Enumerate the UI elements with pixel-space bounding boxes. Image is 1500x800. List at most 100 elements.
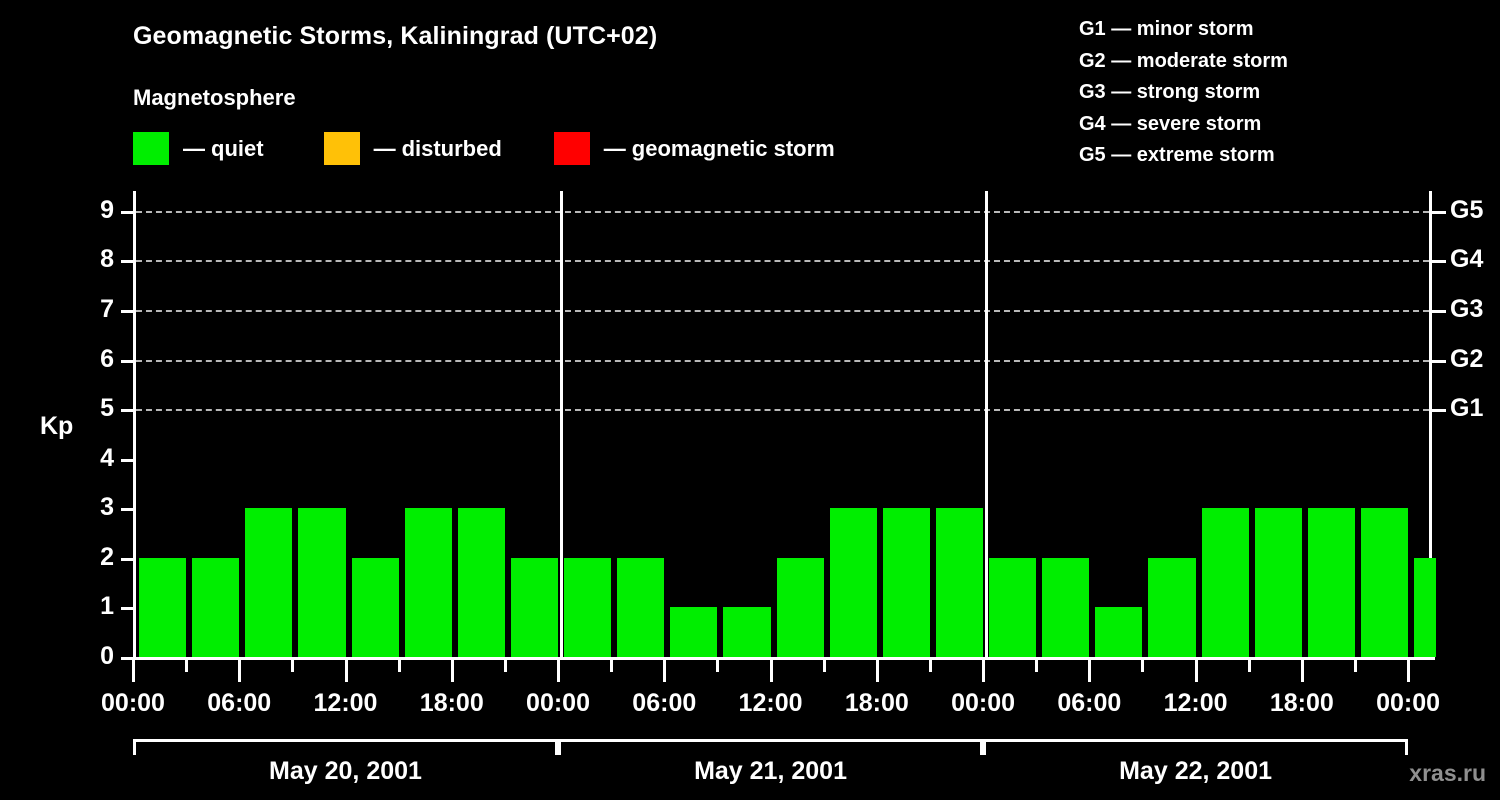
bar: [1201, 508, 1249, 657]
gridline-kp-5: [136, 409, 1429, 412]
y-tick-label-5: 5: [100, 394, 114, 423]
gscale-key-row-g3: G3 — strong storm: [1079, 81, 1261, 103]
x-tick-minor: [291, 660, 295, 672]
x-tick-major: [344, 660, 348, 682]
x-tick-major: [875, 660, 879, 682]
legend-dash: —: [603, 135, 626, 161]
legend-dash: —: [373, 135, 396, 161]
bar: [139, 557, 187, 657]
x-tick-label: 06:00: [1057, 689, 1122, 717]
g-tick-label-G3: G3: [1450, 294, 1484, 323]
g-tick-mark-G4: [1432, 260, 1446, 264]
g-tick-mark-G2: [1432, 359, 1446, 363]
y-tick-label-0: 0: [100, 642, 114, 670]
legend-label-quiet: quiet: [211, 135, 264, 161]
x-tick-minor: [822, 660, 826, 672]
y-tick-label-7: 7: [100, 294, 114, 323]
x-tick-label: 18:00: [844, 689, 909, 717]
x-tick-major: [132, 660, 135, 682]
g-tick-label-G4: G4: [1450, 245, 1484, 274]
legend-label-disturbed: disturbed: [401, 135, 502, 161]
gscale-key-row-g2: G2 — moderate storm: [1079, 49, 1288, 72]
bar: [351, 557, 399, 657]
y-tick-label-6: 6: [100, 344, 114, 373]
chart-title: Geomagnetic Storms, Kaliningrad (UTC+02): [133, 22, 658, 50]
x-tick-label: 00:00: [101, 689, 165, 717]
bar: [617, 557, 665, 657]
y-tick-mark-6: [121, 359, 134, 363]
legend-dash: —: [183, 135, 205, 161]
y-axis-title: Kp: [40, 412, 74, 440]
gridline-kp-7: [136, 309, 1429, 312]
y-tick-label-4: 4: [100, 443, 114, 472]
g-tick-label-G5: G5: [1450, 195, 1484, 224]
x-axis-line: [133, 657, 1435, 660]
x-tick-major: [1194, 660, 1198, 682]
y-tick-mark-2: [121, 557, 134, 561]
magnetosphere-legend: — quiet — disturbed — geomagnetic storm: [133, 132, 835, 165]
x-tick-major: [1300, 660, 1304, 682]
date-label: May 22, 2001: [1119, 757, 1273, 785]
x-tick-label: 00:00: [1376, 689, 1441, 717]
amber-square-swatch: [323, 132, 360, 165]
x-tick-major: [450, 660, 454, 682]
x-tick-major: [769, 660, 773, 682]
x-tick-label: 12:00: [738, 689, 803, 717]
x-tick-minor: [1035, 660, 1039, 672]
g-tick-label-G1: G1: [1450, 394, 1484, 423]
y-tick-mark-8: [121, 260, 134, 264]
gridline-kp-6: [136, 359, 1429, 362]
bar: [1360, 508, 1409, 657]
g-tick-mark-G5: [1432, 210, 1446, 214]
plot-inner: [136, 191, 1437, 657]
legend-entry-geomagnetic-storm: — geomagnetic storm: [553, 132, 835, 165]
bar: [510, 557, 559, 657]
y-tick-mark-1: [121, 607, 134, 611]
bar: [1414, 557, 1437, 657]
bar: [1042, 557, 1090, 657]
bar: [776, 557, 824, 657]
x-tick-major: [982, 660, 986, 682]
x-tick-major: [1407, 660, 1411, 682]
x-tick-label: 12:00: [313, 689, 378, 717]
y-tick-mark-4: [121, 458, 134, 462]
day-separator: [560, 191, 564, 657]
x-tick-minor: [928, 660, 932, 672]
x-tick-major: [238, 660, 242, 682]
x-tick-label: 06:00: [632, 689, 697, 717]
y-tick-mark-7: [121, 309, 134, 313]
x-tick-label: 00:00: [526, 689, 590, 717]
date-bracket: [558, 739, 984, 755]
bar: [245, 508, 293, 657]
bar: [404, 508, 452, 657]
gscale-key-row-g5: G5 — extreme storm: [1079, 144, 1275, 166]
y-tick-label-1: 1: [100, 592, 114, 621]
legend-entry-disturbed: — disturbed: [323, 132, 502, 165]
y-tick-label-8: 8: [100, 245, 114, 274]
bar: [1148, 557, 1196, 657]
gscale-key-row-g1: G1 — minor storm: [1079, 18, 1254, 40]
x-tick-major: [663, 660, 667, 682]
x-tick-minor: [610, 660, 614, 672]
y-tick-mark-5: [121, 409, 134, 413]
y-tick-mark-9: [121, 210, 134, 214]
bar: [989, 557, 1037, 657]
bar: [829, 508, 877, 657]
y-tick-mark-0: [121, 657, 134, 660]
gscale-key-row-g4: G4 — severe storm: [1079, 112, 1262, 135]
bar: [723, 607, 771, 657]
x-tick-label: 18:00: [1269, 689, 1334, 717]
x-tick-minor: [1141, 660, 1145, 672]
bar: [192, 557, 240, 657]
x-tick-label: 12:00: [1163, 689, 1228, 717]
x-tick-minor: [397, 660, 401, 672]
y-tick-mark-3: [121, 508, 134, 512]
bar: [1254, 508, 1302, 657]
bar: [457, 508, 505, 657]
x-tick-label: 00:00: [951, 689, 1016, 717]
y-tick-label-2: 2: [100, 542, 114, 571]
date-bracket: [133, 739, 559, 755]
bar: [882, 508, 930, 657]
legend-heading: Magnetosphere: [133, 85, 296, 110]
bar: [298, 508, 346, 657]
